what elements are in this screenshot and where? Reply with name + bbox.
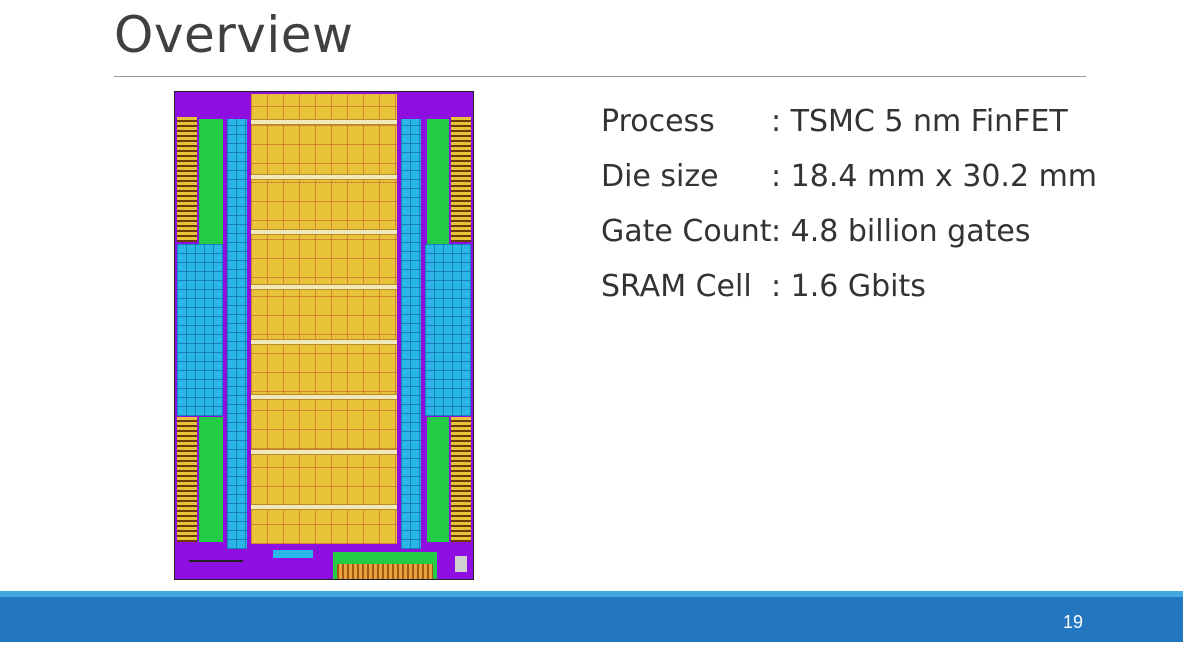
die-green-block-right-bottom bbox=[427, 417, 449, 542]
die-photo bbox=[174, 91, 474, 580]
die-bottom-io-block bbox=[337, 564, 433, 579]
spec-row-die-size: Die size : 18.4 mm x 30.2 mm bbox=[601, 149, 1097, 204]
die-cyan-block-right bbox=[425, 244, 471, 416]
spec-value: : TSMC 5 nm FinFET bbox=[771, 104, 1068, 139]
page-number: 19 bbox=[1062, 612, 1083, 632]
spec-label: SRAM Cell bbox=[601, 269, 752, 304]
spec-value: : 4.8 billion gates bbox=[771, 214, 1031, 249]
die-cyan-column-left bbox=[227, 119, 247, 549]
die-io-ring-left-top bbox=[177, 117, 197, 242]
footer-bar bbox=[0, 597, 1183, 642]
die-cyan-block-left bbox=[177, 244, 223, 416]
spec-list: Process : TSMC 5 nm FinFET Die size : 18… bbox=[601, 94, 1097, 314]
die-core-divider bbox=[251, 504, 397, 510]
die-io-ring-right-top bbox=[451, 117, 471, 242]
die-green-block-right-top bbox=[427, 119, 449, 244]
die-core-divider bbox=[251, 174, 397, 180]
die-core-divider bbox=[251, 284, 397, 290]
slide-title: Overview bbox=[114, 6, 354, 64]
die-core-divider bbox=[251, 339, 397, 345]
die-cyan-column-right bbox=[401, 119, 421, 549]
die-green-block-left-top bbox=[199, 119, 223, 244]
footer-accent-stripe bbox=[0, 591, 1183, 597]
spec-label: Gate Count bbox=[601, 214, 772, 249]
die-io-ring-left-bottom bbox=[177, 417, 197, 542]
spec-row-process: Process : TSMC 5 nm FinFET bbox=[601, 94, 1097, 149]
die-io-ring-right-bottom bbox=[451, 417, 471, 542]
die-core-divider bbox=[251, 229, 397, 235]
spec-value: : 18.4 mm x 30.2 mm bbox=[771, 159, 1098, 194]
die-core-divider bbox=[251, 119, 397, 125]
die-bottom-cyan-strip bbox=[273, 550, 313, 558]
spec-value: : 1.6 Gbits bbox=[771, 269, 926, 304]
die-bottom-left-marker bbox=[189, 560, 243, 562]
spec-row-gate-count: Gate Count : 4.8 billion gates bbox=[601, 204, 1097, 259]
die-core-divider bbox=[251, 449, 397, 455]
title-divider bbox=[114, 76, 1086, 77]
spec-label: Die size bbox=[601, 159, 719, 194]
spec-row-sram-cell: SRAM Cell : 1.6 Gbits bbox=[601, 259, 1097, 314]
die-core-array bbox=[251, 94, 397, 544]
spec-label: Process bbox=[601, 104, 715, 139]
die-green-block-left-bottom bbox=[199, 417, 223, 542]
die-bottom-grey-box bbox=[455, 556, 467, 572]
die-core-divider bbox=[251, 394, 397, 400]
